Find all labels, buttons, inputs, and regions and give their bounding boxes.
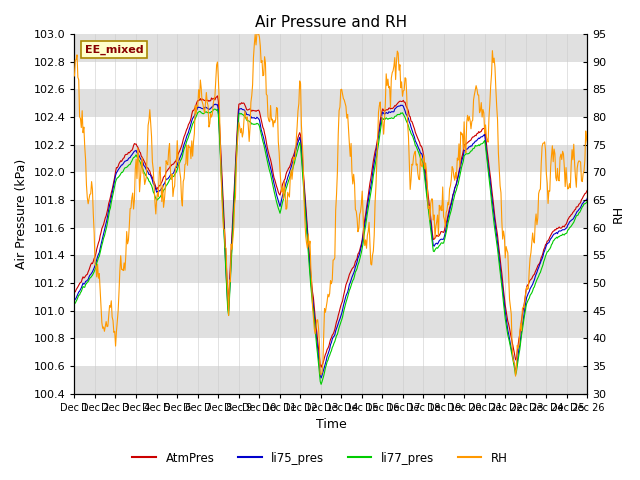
Y-axis label: RH: RH — [612, 205, 625, 223]
Text: EE_mixed: EE_mixed — [84, 45, 143, 55]
Legend: AtmPres, li75_pres, li77_pres, RH: AtmPres, li75_pres, li77_pres, RH — [128, 447, 512, 469]
Bar — [74, 366, 588, 394]
Bar — [74, 200, 588, 228]
X-axis label: Time: Time — [316, 419, 346, 432]
Bar — [74, 255, 588, 283]
Bar — [74, 144, 588, 172]
Title: Air Pressure and RH: Air Pressure and RH — [255, 15, 407, 30]
Bar — [74, 89, 588, 117]
Bar — [74, 311, 588, 338]
Bar — [74, 34, 588, 61]
Y-axis label: Air Pressure (kPa): Air Pressure (kPa) — [15, 159, 28, 269]
